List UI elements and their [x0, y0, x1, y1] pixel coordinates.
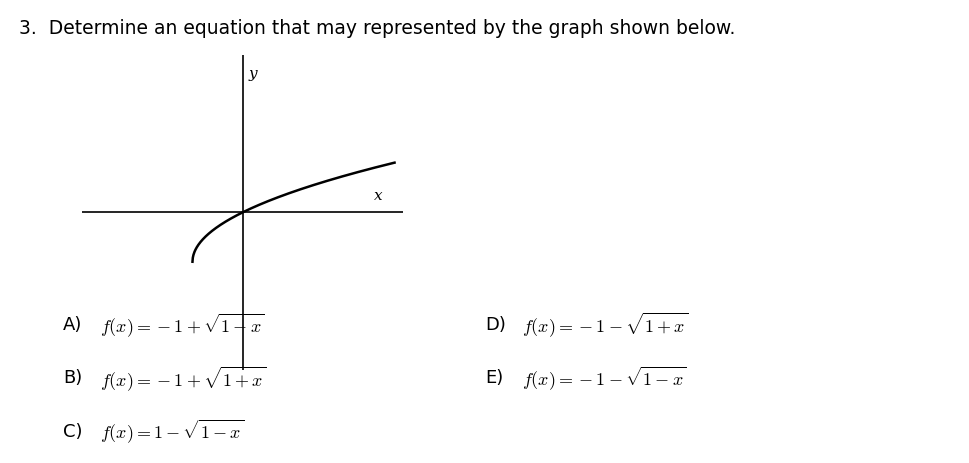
- Text: B): B): [63, 369, 82, 386]
- Text: y: y: [248, 67, 257, 81]
- Text: E): E): [484, 369, 503, 386]
- Text: A): A): [63, 315, 82, 333]
- Text: $f(x)=-1-\sqrt{1-x}$: $f(x)=-1-\sqrt{1-x}$: [521, 363, 686, 391]
- Text: D): D): [484, 315, 506, 333]
- Text: $f(x)=-1+\sqrt{1-x}$: $f(x)=-1+\sqrt{1-x}$: [100, 310, 265, 338]
- Text: x: x: [373, 188, 382, 202]
- Text: C): C): [63, 422, 82, 439]
- Text: 3.  Determine an equation that may represented by the graph shown below.: 3. Determine an equation that may repres…: [19, 19, 735, 38]
- Text: $f(x)=-1-\sqrt{1+x}$: $f(x)=-1-\sqrt{1+x}$: [521, 310, 688, 338]
- Text: $f(x)=1-\sqrt{1-x}$: $f(x)=1-\sqrt{1-x}$: [100, 417, 244, 444]
- Text: $f(x)=-1+\sqrt{1+x}$: $f(x)=-1+\sqrt{1+x}$: [100, 363, 266, 392]
